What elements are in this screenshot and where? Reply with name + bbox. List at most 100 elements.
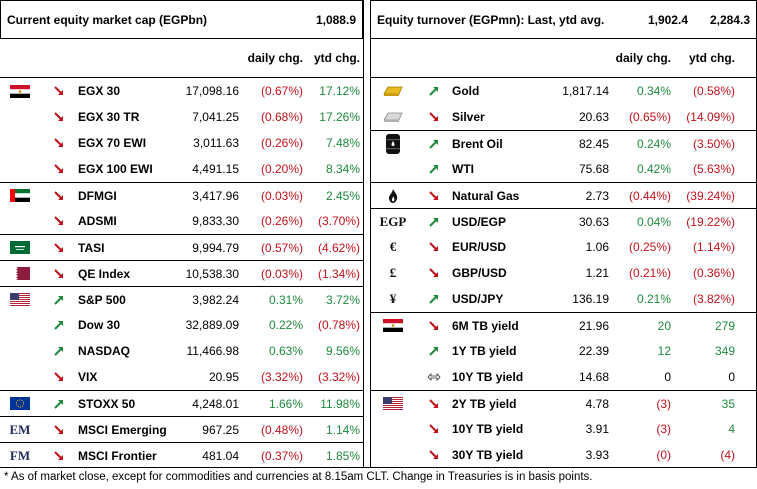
table-row: Brent Oil 82.45 0.24% (3.50%) [370, 130, 757, 156]
daily-change: (0.67%) [260, 84, 303, 98]
instrument-name: 10Y TB yield [452, 370, 524, 384]
instrument-name: TASI [78, 240, 105, 255]
instrument-value: 3,982.24 [192, 292, 239, 307]
column-header: daily chg. ytd chg. [370, 39, 757, 78]
table-row: £ GBP/USD 1.21 (0.21%) (0.36%) [370, 260, 757, 286]
table-row: NASDAQ 11,466.98 0.63% 9.56% [0, 338, 363, 364]
table-row: EGX 70 EWI 3,011.63 (0.26%) 7.48% [0, 130, 363, 156]
instrument-name: EUR/USD [452, 240, 507, 254]
daily-change: (3) [656, 422, 671, 436]
panel-title: Equity turnover (EGPmn): Last, ytd avg. [377, 12, 605, 27]
instrument-value: 9,833.30 [192, 214, 239, 228]
eu-flag-icon [0, 397, 40, 410]
table-row: Dow 30 32,889.09 0.22% (0.78%) [0, 312, 363, 338]
instrument-value: 481.04 [202, 448, 239, 463]
daily-change: 20 [657, 318, 671, 333]
arrow-down-icon [416, 398, 452, 410]
instrument-value: 7,041.25 [192, 110, 239, 124]
ytd-change: 1.14% [325, 422, 360, 437]
qatar-flag-icon [0, 267, 40, 280]
instrument-name: Brent Oil [452, 136, 503, 151]
market-cap-value: 1,088.9 [315, 12, 356, 27]
instrument-value: 4.78 [585, 396, 609, 411]
daily-change: 0.34% [636, 84, 671, 98]
row-symbol-label: EGP [379, 213, 407, 229]
arrow-up-icon [416, 345, 452, 357]
daily-change: (0.03%) [260, 188, 303, 203]
ytd-change: 17.12% [319, 84, 360, 98]
instrument-name: USD/EGP [452, 214, 507, 229]
ytd-change: (14.09%) [686, 110, 735, 124]
instrument-value: 1,817.14 [562, 84, 609, 98]
instrument-value: 21.96 [578, 318, 609, 333]
row-symbol-label: EM [9, 421, 31, 437]
instrument-value: 3,417.96 [192, 188, 239, 203]
daily-change: (0.37%) [260, 448, 303, 463]
arrow-down-icon [416, 111, 452, 123]
instrument-value: 4,491.15 [192, 162, 239, 176]
daily-change: 0.63% [268, 344, 303, 358]
table-row: WTI 75.68 0.42% (5.63%) [370, 156, 757, 182]
table-row: ADSMI 9,833.30 (0.26%) (3.70%) [0, 208, 363, 234]
turnover-header: Equity turnover (EGPmn): Last, ytd avg. … [370, 0, 757, 39]
instrument-name: 1Y TB yield [452, 344, 517, 358]
ytd-change: (1.14%) [692, 240, 735, 254]
arrow-down-icon [416, 449, 452, 461]
table-row: VIX 20.95 (3.32%) (3.32%) [0, 364, 363, 390]
panel-title: Current equity market cap (EGPbn) [7, 12, 208, 27]
arrow-up-icon [416, 138, 452, 150]
yen-label: ¥ [370, 291, 416, 307]
instrument-value: 30.63 [578, 214, 609, 229]
equity-rows: EGX 30 17,098.16 (0.67%) 17.12% EGX 30 TR 7,0… [0, 78, 363, 468]
instrument-name: MSCI Frontier [78, 448, 157, 463]
daily-change: (0.21%) [628, 266, 671, 280]
ytd-change: (3.70%) [317, 214, 360, 228]
table-row: FM MSCI Frontier 481.04 (0.37%) 1.85% [0, 442, 363, 468]
daily-change: (3) [656, 396, 671, 411]
daily-change: (0.26%) [260, 214, 303, 228]
commodities-panel: Equity turnover (EGPmn): Last, ytd avg. … [370, 0, 757, 468]
table-row: EM MSCI Emerging 967.25 (0.48%) 1.14% [0, 416, 363, 442]
arrow-down-icon [40, 85, 78, 97]
ytd-change: (1.34%) [317, 266, 360, 281]
ytd-change: (3.82%) [692, 292, 735, 306]
daily-change: (3.32%) [260, 370, 303, 384]
daily-change: 0 [664, 370, 671, 384]
ytd-change: (19.22%) [686, 214, 735, 229]
table-row: STOXX 50 4,248.01 1.66% 11.98% [0, 390, 363, 416]
ytd-change: 8.34% [325, 162, 360, 176]
table-row: 10Y TB yield 14.68 0 0 [370, 364, 757, 390]
instrument-name: S&P 500 [78, 292, 126, 307]
instrument-name: QE Index [78, 266, 131, 281]
left-panel-right-border [363, 0, 364, 468]
ytd-change: 4 [728, 422, 735, 436]
instrument-name: Natural Gas [452, 188, 520, 203]
table-row: 6M TB yield 21.96 20 279 [370, 312, 757, 338]
row-symbol-label: € [389, 239, 397, 254]
table-row: Natural Gas 2.73 (0.44%) (39.24%) [370, 182, 757, 208]
row-symbol-label: £ [389, 265, 397, 280]
ytd-change: (3.50%) [692, 136, 735, 151]
table-row: € EUR/USD 1.06 (0.25%) (1.14%) [370, 234, 757, 260]
daily-change-header: daily chg. [247, 51, 303, 65]
arrow-up-icon [416, 216, 452, 228]
instrument-value: 3.93 [585, 448, 609, 462]
instrument-value: 2.73 [585, 188, 609, 203]
ytd-change: (0.78%) [317, 318, 360, 332]
table-row: 10Y TB yield 3.91 (3) 4 [370, 416, 757, 442]
usa-flag-icon [0, 293, 40, 306]
euro-label: € [370, 239, 416, 255]
instrument-value: 136.19 [572, 292, 609, 306]
instrument-value: 4,248.01 [192, 396, 239, 411]
daily-change: 0.31% [268, 292, 303, 307]
daily-change: 0.42% [636, 162, 671, 176]
instrument-value: 14.68 [578, 370, 609, 384]
arrow-down-icon [416, 320, 452, 332]
daily-change: 0.21% [636, 292, 671, 306]
fm-label: FM [0, 448, 40, 464]
daily-change: (0.65%) [628, 110, 671, 124]
arrow-down-icon [40, 268, 78, 280]
instrument-name: 2Y TB yield [452, 396, 517, 411]
daily-change-header: daily chg. [615, 51, 671, 65]
column-header: daily chg. ytd chg. [0, 39, 363, 78]
